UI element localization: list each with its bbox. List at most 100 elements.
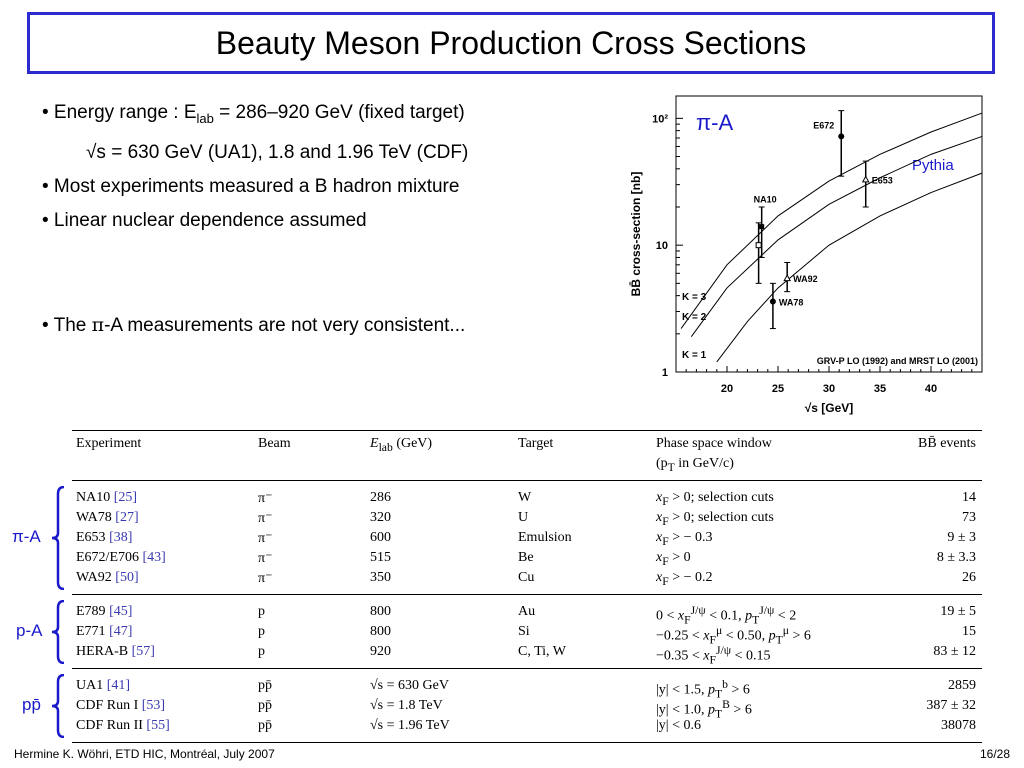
x-axis-label: √s [GeV] bbox=[805, 401, 854, 415]
experiment-name: WA78 bbox=[76, 510, 116, 525]
cell-phase-space: xF > 0 bbox=[656, 550, 691, 568]
cell-phase-space: 0 < xFJ/ψ < 0.1, pTJ/ψ < 2 bbox=[656, 604, 797, 627]
cell-events: 9 ± 3 bbox=[947, 530, 976, 545]
cell-energy: 320 bbox=[370, 510, 391, 525]
curve-line bbox=[716, 172, 983, 363]
cell-beam: p bbox=[258, 604, 265, 619]
cell-phase-space: −0.35 < xFJ/ψ < 0.15 bbox=[656, 644, 771, 667]
cell-events: 38078 bbox=[941, 718, 976, 733]
x-tick-label: 25 bbox=[772, 383, 784, 395]
x-tick-label: 40 bbox=[925, 383, 937, 395]
cell-energy: √s = 1.96 TeV bbox=[370, 718, 450, 733]
brace-path bbox=[51, 486, 65, 590]
group-brace bbox=[51, 486, 65, 590]
cell-experiment: E672/E706 [43] bbox=[76, 550, 166, 566]
cell-beam: pp̄ bbox=[258, 678, 272, 693]
bullet-text: = 286–920 GeV (fixed target) bbox=[213, 102, 465, 123]
data-point bbox=[783, 274, 792, 282]
bullet-nuclear: • Linear nuclear dependence assumed bbox=[42, 209, 367, 231]
header-target: Target bbox=[518, 436, 554, 451]
cell-target: W bbox=[518, 490, 532, 505]
header-events: BB̄ events bbox=[918, 436, 976, 451]
group-brace bbox=[51, 600, 65, 664]
bullet-sqrt-s: √s = 630 GeV (UA1), 1.8 and 1.96 TeV (CD… bbox=[86, 141, 469, 163]
point-label: WA92 bbox=[793, 274, 818, 284]
point-label: NA10 bbox=[754, 195, 777, 205]
cell-energy: √s = 1.8 TeV bbox=[370, 698, 443, 713]
group-brace bbox=[51, 674, 65, 738]
header-beam: Beam bbox=[258, 436, 291, 451]
cell-events: 73 bbox=[962, 510, 976, 525]
cell-beam: π⁻ bbox=[258, 571, 273, 586]
page-title: Beauty Meson Production Cross Sections bbox=[215, 24, 807, 61]
title-box: Beauty Meson Production Cross Sections bbox=[27, 12, 995, 74]
experiment-name: CDF Run I bbox=[76, 698, 142, 713]
curve-label: K = 3 bbox=[682, 292, 707, 303]
experiment-table: Experiment Beam Elab (GeV) Target Phase … bbox=[72, 430, 982, 743]
cell-beam: p bbox=[258, 624, 265, 639]
cell-experiment: HERA-B [57] bbox=[76, 644, 155, 660]
y-tick-label: 10 bbox=[656, 240, 668, 252]
data-point bbox=[861, 175, 870, 183]
y-tick-label: 1 bbox=[662, 367, 668, 379]
cell-events: 8 ± 3.3 bbox=[936, 550, 976, 565]
cell-events: 83 ± 12 bbox=[933, 644, 976, 659]
cell-phase-space: xF > 0; selection cuts bbox=[656, 490, 774, 508]
experiment-name: E672/E706 bbox=[76, 550, 143, 565]
reference-link[interactable]: [38] bbox=[109, 530, 133, 545]
cell-events: 14 bbox=[962, 490, 976, 505]
curve-label: K = 2 bbox=[682, 312, 707, 323]
table-rule-group bbox=[72, 668, 982, 669]
cell-target: Emulsion bbox=[518, 530, 572, 545]
reference-link[interactable]: [55] bbox=[146, 718, 170, 733]
reference-link[interactable]: [41] bbox=[106, 678, 131, 693]
group-label: p-A bbox=[16, 621, 43, 640]
reference-link[interactable]: [27] bbox=[115, 510, 139, 525]
group-label: π-A bbox=[12, 527, 41, 546]
chart-svg: 20 25 30 35 40 1 10 10² √s [GeV] BB̄ cross-sectio… bbox=[629, 95, 983, 415]
header-phase-space-units: (pT in GeV/c) bbox=[656, 456, 734, 474]
cell-events: 26 bbox=[962, 570, 976, 585]
cell-phase-space: xF > − 0.3 bbox=[656, 530, 713, 548]
reference-link[interactable]: [43] bbox=[142, 550, 166, 565]
table-body: Experiment Beam Elab (GeV) Target Phase … bbox=[72, 430, 982, 743]
y-axis-label: BB̄ cross-section [nb] bbox=[629, 172, 643, 297]
reference-link[interactable]: [50] bbox=[115, 570, 139, 585]
cell-beam: π⁻ bbox=[258, 511, 273, 526]
x-tick-label: 20 bbox=[721, 383, 733, 395]
cell-energy: 800 bbox=[370, 604, 391, 619]
reference-link[interactable]: [47] bbox=[109, 624, 133, 639]
experiment-name: E789 bbox=[76, 604, 110, 619]
cell-phase-space: |y| < 1.5, pTb > 6 bbox=[656, 678, 750, 701]
point-label: E672 bbox=[813, 120, 834, 130]
header-energy-unit: (GeV) bbox=[392, 436, 433, 451]
bullet-text: -A measurements are not very consistent.… bbox=[104, 314, 466, 336]
point-label: E653 bbox=[872, 175, 893, 185]
cell-phase-space: xF > 0; selection cuts bbox=[656, 510, 774, 528]
table-rule-group bbox=[72, 594, 982, 595]
cell-energy: 920 bbox=[370, 644, 391, 659]
cell-beam: pp̄ bbox=[258, 698, 272, 713]
cell-target: Si bbox=[518, 624, 530, 639]
data-point bbox=[759, 224, 765, 230]
cell-experiment: E789 [45] bbox=[76, 604, 132, 620]
cell-experiment: UA1 [41] bbox=[76, 678, 130, 694]
ps-units-b: in GeV/c) bbox=[674, 456, 734, 471]
cell-target: Cu bbox=[518, 570, 535, 585]
reference-link[interactable]: [25] bbox=[113, 490, 138, 505]
cell-beam: π⁻ bbox=[258, 531, 273, 546]
plot-frame bbox=[675, 95, 983, 373]
header-experiment: Experiment bbox=[76, 436, 142, 451]
bullet-consistency: • The π-A measurements are not very cons… bbox=[42, 308, 468, 343]
reference-link[interactable]: [45] bbox=[109, 604, 133, 619]
cell-energy: 515 bbox=[370, 550, 391, 565]
cell-events: 2859 bbox=[948, 678, 976, 693]
curve-line bbox=[690, 135, 983, 337]
reference-link[interactable]: [53] bbox=[141, 698, 166, 713]
cell-beam: pp̄ bbox=[258, 718, 272, 733]
cell-target: Au bbox=[518, 604, 536, 619]
bullet-list: • Energy range : Elab = 286–920 GeV (fix… bbox=[42, 96, 468, 343]
reference-link[interactable]: [57] bbox=[131, 644, 155, 659]
data-point bbox=[755, 242, 762, 249]
header-energy-sub: lab bbox=[378, 440, 393, 454]
